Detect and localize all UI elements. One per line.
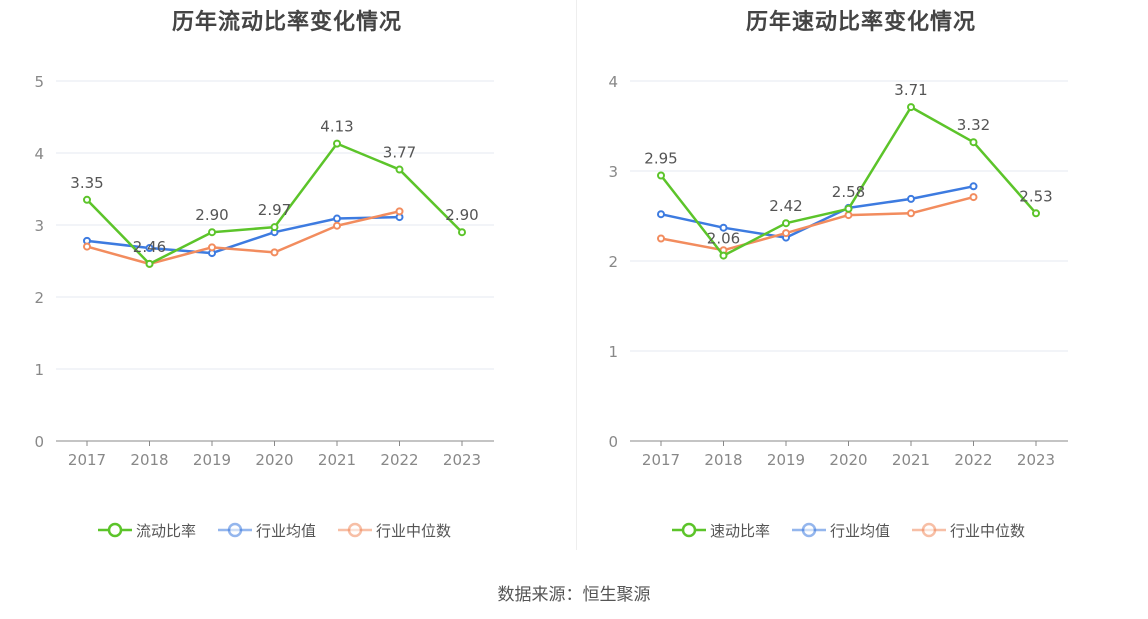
legend-marker-icon bbox=[347, 522, 363, 538]
data-point bbox=[782, 229, 790, 238]
x-tick-label: 2023 bbox=[443, 451, 481, 469]
y-tick-label: 2 bbox=[34, 289, 44, 307]
data-label: 3.35 bbox=[70, 174, 103, 192]
x-tick-label: 2023 bbox=[1017, 451, 1055, 469]
data-point bbox=[969, 193, 978, 202]
x-tick-label: 2017 bbox=[642, 451, 680, 469]
data-point bbox=[844, 211, 853, 220]
x-tick-label: 2018 bbox=[130, 451, 168, 469]
data-point bbox=[333, 214, 341, 223]
legend-label: 行业均值 bbox=[830, 522, 890, 540]
series-line bbox=[660, 185, 974, 239]
x-tick-label: 2019 bbox=[767, 451, 805, 469]
data-source-note: 数据来源：恒生聚源 bbox=[497, 585, 651, 605]
quick-ratio-chart: 历年速动比率变化情况 0 1 2 3 4 2017 2018 2019 2020 2021 2022… bbox=[574, 0, 1148, 560]
legend-item[interactable]: 速动比率 bbox=[672, 522, 770, 540]
legend-marker-icon bbox=[801, 522, 817, 538]
data-label: 2.90 bbox=[195, 206, 228, 224]
data-point bbox=[270, 248, 279, 257]
data-point bbox=[907, 103, 915, 112]
y-tick-label: 4 bbox=[608, 73, 618, 91]
y-tick-label: 0 bbox=[34, 433, 44, 451]
data-point bbox=[657, 171, 665, 180]
data-label: 2.42 bbox=[769, 197, 802, 215]
y-tick-label: 1 bbox=[608, 343, 618, 361]
data-point bbox=[83, 242, 91, 251]
data-label: 2.06 bbox=[707, 230, 740, 248]
legend-label: 速动比率 bbox=[710, 522, 770, 540]
data-label: 4.13 bbox=[320, 118, 353, 136]
data-label: 2.46 bbox=[133, 238, 166, 256]
y-tick-label: 3 bbox=[34, 217, 44, 235]
data-point bbox=[333, 139, 341, 148]
data-label: 2.90 bbox=[445, 206, 478, 224]
legend-label: 流动比率 bbox=[136, 522, 196, 540]
chart-plot-area: 0 1 2 3 4 5 2017 2018 2019 2020 2021 2022 2023 3.35 2.… bbox=[34, 73, 494, 540]
data-point bbox=[657, 210, 665, 219]
data-label: 3.77 bbox=[383, 144, 416, 162]
data-point bbox=[458, 228, 466, 237]
chart-title: 历年流动比率变化情况 bbox=[171, 10, 402, 35]
data-point bbox=[395, 207, 404, 216]
data-label: 3.71 bbox=[894, 81, 927, 99]
data-point bbox=[657, 234, 665, 243]
current-ratio-chart: 历年流动比率变化情况 0 1 2 3 4 5 2017 2018 2019 2020 2021 202… bbox=[0, 0, 574, 560]
legend-item[interactable]: 行业中位数 bbox=[912, 522, 1025, 540]
y-tick-label: 5 bbox=[34, 73, 44, 91]
legend-label: 行业中位数 bbox=[950, 522, 1025, 540]
y-tick-label: 3 bbox=[608, 163, 618, 181]
data-label: 3.32 bbox=[957, 116, 990, 134]
data-point bbox=[270, 223, 279, 232]
legend-marker-icon bbox=[681, 522, 697, 538]
legend-item[interactable]: 行业中位数 bbox=[338, 522, 451, 540]
panel-divider bbox=[576, 0, 577, 550]
data-label: 2.97 bbox=[258, 201, 291, 219]
series-line bbox=[660, 195, 974, 252]
y-tick-label: 2 bbox=[608, 253, 618, 271]
data-point bbox=[719, 251, 728, 260]
data-point bbox=[395, 165, 404, 174]
data-label: 2.95 bbox=[644, 150, 677, 168]
x-tick-label: 2021 bbox=[892, 451, 930, 469]
data-label: 2.58 bbox=[832, 183, 865, 201]
x-tick-label: 2021 bbox=[318, 451, 356, 469]
legend-item[interactable]: 行业均值 bbox=[792, 522, 890, 540]
data-point bbox=[1032, 209, 1040, 218]
data-point bbox=[208, 243, 216, 252]
data-label: 2.53 bbox=[1019, 187, 1052, 205]
legend-label: 行业中位数 bbox=[376, 522, 451, 540]
x-tick-label: 2018 bbox=[704, 451, 742, 469]
data-point bbox=[907, 194, 915, 203]
series-line bbox=[86, 215, 400, 255]
legend-item[interactable]: 流动比率 bbox=[98, 522, 196, 540]
legend-label: 行业均值 bbox=[256, 522, 316, 540]
data-point bbox=[782, 219, 790, 228]
data-point bbox=[719, 223, 728, 232]
x-tick-label: 2022 bbox=[954, 451, 992, 469]
data-point bbox=[145, 259, 154, 268]
x-tick-label: 2020 bbox=[829, 451, 867, 469]
data-point bbox=[145, 244, 154, 253]
y-tick-label: 4 bbox=[34, 145, 44, 163]
y-tick-label: 0 bbox=[608, 433, 618, 451]
data-point bbox=[969, 182, 978, 191]
legend-item[interactable]: 行业均值 bbox=[218, 522, 316, 540]
legend-marker-icon bbox=[921, 522, 937, 538]
data-point bbox=[844, 204, 853, 213]
legend-marker-icon bbox=[227, 522, 243, 538]
x-tick-label: 2022 bbox=[380, 451, 418, 469]
x-tick-label: 2019 bbox=[193, 451, 231, 469]
chart-plot-area: 0 1 2 3 4 2017 2018 2019 2020 2021 2022 2023 2.95 2.0… bbox=[608, 73, 1068, 540]
data-point bbox=[907, 209, 915, 218]
series-line bbox=[86, 210, 400, 266]
legend-marker-icon bbox=[107, 522, 123, 538]
x-tick-label: 2020 bbox=[255, 451, 293, 469]
chart-title: 历年速动比率变化情况 bbox=[745, 10, 976, 35]
data-point bbox=[333, 221, 341, 230]
data-point bbox=[969, 138, 978, 147]
data-point bbox=[208, 228, 216, 237]
data-point bbox=[83, 195, 91, 204]
x-tick-label: 2017 bbox=[68, 451, 106, 469]
y-tick-label: 1 bbox=[34, 361, 44, 379]
